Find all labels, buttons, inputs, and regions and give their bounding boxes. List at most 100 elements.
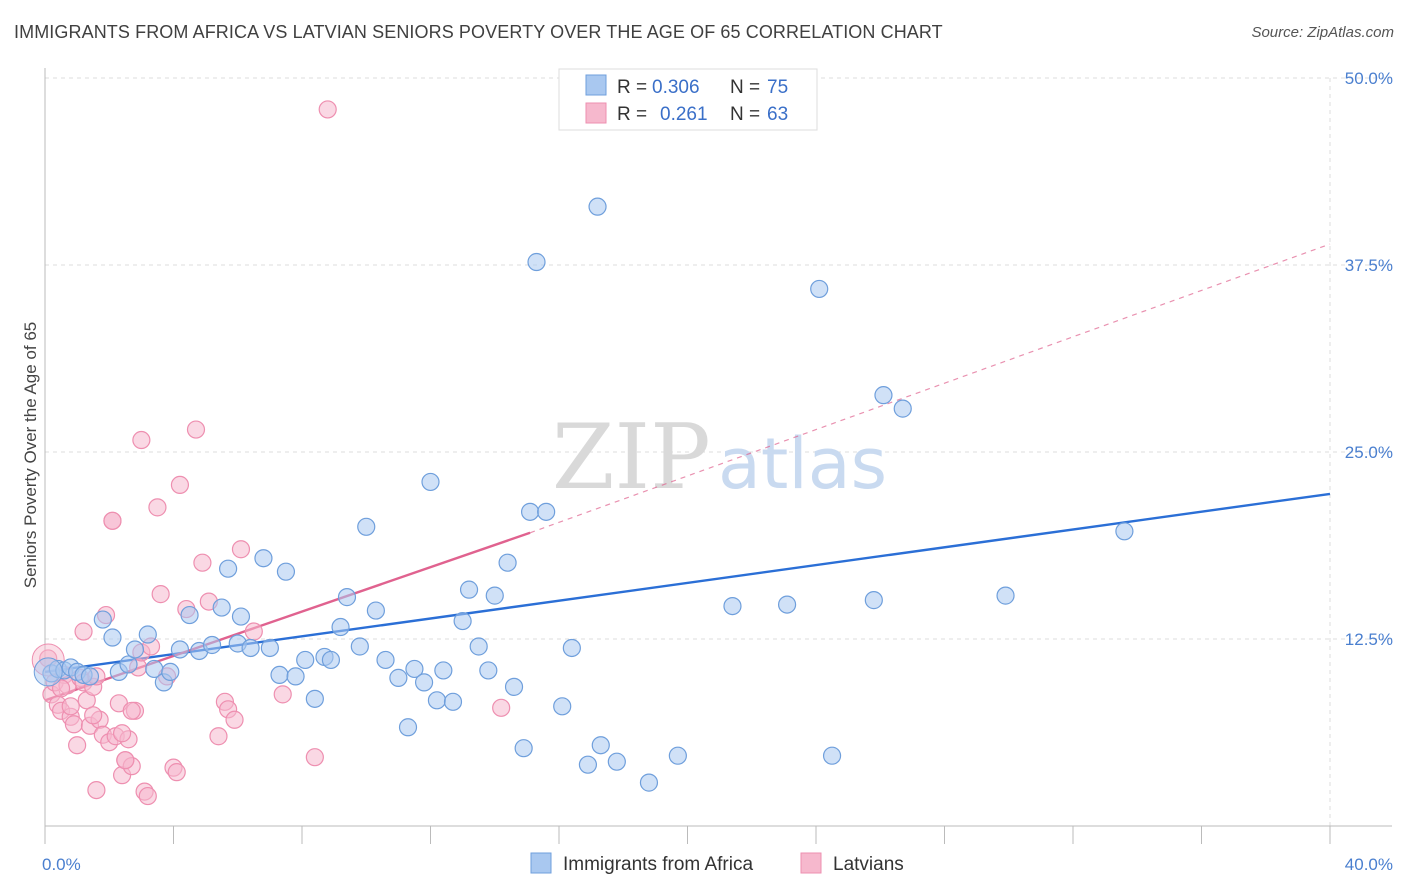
latvians-point-62 bbox=[112, 724, 132, 743]
latvians-point-47 bbox=[231, 540, 251, 559]
x-tick-labels: 0.0% 40.0% bbox=[42, 855, 1393, 874]
africa-point-40 bbox=[389, 668, 408, 687]
africa-point-50 bbox=[469, 637, 488, 656]
africa-point-72 bbox=[874, 386, 893, 405]
latvians-point-57 bbox=[74, 622, 93, 641]
africa-point-59 bbox=[553, 697, 572, 716]
africa-point-49 bbox=[459, 580, 479, 599]
africa-point-43 bbox=[414, 673, 434, 692]
africa-point-23 bbox=[231, 607, 251, 626]
africa-point-52 bbox=[485, 586, 504, 605]
africa-point-20 bbox=[212, 598, 231, 617]
legend-swatch-blue bbox=[585, 74, 607, 96]
legend-n-label-1: N = bbox=[730, 77, 760, 98]
africa-point-64 bbox=[607, 752, 626, 771]
africa-point-15 bbox=[161, 662, 180, 682]
bottom-legend-label-latvians: Latvians bbox=[833, 854, 904, 875]
source-credit: Source: ZipAtlas.com bbox=[1251, 24, 1394, 41]
africa-point-19 bbox=[202, 635, 222, 655]
africa-point-48 bbox=[453, 611, 472, 631]
latvians-point-56 bbox=[122, 701, 141, 720]
africa-point-42 bbox=[405, 659, 424, 679]
latvians-point-40 bbox=[186, 420, 206, 439]
bottom-legend-swatch-blue bbox=[530, 852, 552, 874]
watermark-atlas: atlas bbox=[718, 423, 887, 505]
africa-point-41 bbox=[398, 718, 418, 737]
latvians-point-38 bbox=[170, 475, 190, 495]
correlation-legend: R = 0.306 N = 75 R = 0.261 N = 63 bbox=[558, 68, 818, 131]
africa-point-75 bbox=[1115, 522, 1134, 541]
africa-point-30 bbox=[296, 650, 315, 670]
africa-point-12 bbox=[138, 625, 157, 644]
africa-point-57 bbox=[527, 252, 546, 272]
blue-trend-line bbox=[44, 492, 1331, 674]
africa-point-6 bbox=[80, 667, 100, 686]
latvians-point-49 bbox=[273, 685, 292, 704]
latvians-point-54 bbox=[116, 751, 135, 770]
y-tick-label-3: 50.0% bbox=[1345, 69, 1393, 88]
africa-point-44 bbox=[421, 472, 440, 492]
latvians-point-8 bbox=[64, 715, 84, 734]
legend-n-value-2: 63 bbox=[767, 104, 788, 125]
africa-point-26 bbox=[260, 638, 279, 658]
africa-point-37 bbox=[357, 517, 376, 536]
legend-r-label-1: R = bbox=[617, 77, 647, 98]
legend-swatch-pink bbox=[585, 102, 607, 124]
y-tick-label-1: 25.0% bbox=[1345, 443, 1393, 462]
africa-point-68 bbox=[777, 595, 797, 614]
series-legend: Immigrants from Africa Latvians bbox=[530, 852, 904, 875]
africa-point-10 bbox=[119, 655, 138, 674]
latvians-point-9 bbox=[68, 736, 87, 755]
africa-point-70 bbox=[822, 746, 842, 765]
y-tick-labels: 12.5% 25.0% 37.5% 50.0% bbox=[1345, 69, 1393, 649]
africa-point-56 bbox=[520, 502, 540, 521]
bottom-legend-label-africa: Immigrants from Africa bbox=[563, 854, 753, 875]
latvians-point-50 bbox=[305, 748, 324, 767]
africa-point-36 bbox=[350, 637, 369, 656]
africa-point-7 bbox=[93, 610, 112, 629]
latvians-point-43 bbox=[209, 727, 228, 746]
africa-point-73 bbox=[893, 399, 912, 418]
africa-point-61 bbox=[578, 755, 598, 774]
y-tick-label-2: 37.5% bbox=[1345, 256, 1393, 275]
africa-point-71 bbox=[864, 591, 883, 610]
latvians-point-34 bbox=[151, 585, 170, 604]
africa-cluster-point bbox=[33, 657, 63, 687]
africa-point-24 bbox=[241, 638, 260, 658]
legend-n-value-1: 75 bbox=[767, 77, 788, 98]
africa-point-16 bbox=[170, 640, 190, 659]
latvians-point-61 bbox=[61, 697, 80, 716]
latvians-point-52 bbox=[492, 698, 511, 717]
latvians-point-46 bbox=[225, 710, 244, 729]
watermark-zip: ZIP bbox=[552, 405, 711, 510]
africa-point-25 bbox=[254, 549, 273, 568]
latvians-point-48 bbox=[244, 622, 263, 641]
latvians-point-41 bbox=[193, 553, 212, 572]
africa-point-65 bbox=[639, 773, 659, 792]
legend-n-label-2: N = bbox=[730, 104, 760, 125]
africa-point-38 bbox=[366, 601, 385, 620]
bottom-legend-swatch-pink bbox=[800, 852, 822, 874]
x-tick-label-max: 40.0% bbox=[1345, 855, 1393, 874]
africa-point-55 bbox=[514, 739, 533, 758]
latvians-point-59 bbox=[51, 679, 71, 698]
y-axis-label: Seniors Poverty Over the Age of 65 bbox=[21, 322, 40, 588]
africa-point-39 bbox=[376, 650, 395, 670]
africa-point-58 bbox=[537, 502, 556, 521]
africa-point-69 bbox=[810, 279, 829, 299]
africa-point-74 bbox=[996, 586, 1015, 605]
latvians-point-51 bbox=[318, 100, 337, 119]
watermark: ZIP atlas bbox=[552, 405, 887, 510]
africa-point-28 bbox=[276, 562, 296, 581]
latvians-point-58 bbox=[132, 430, 151, 450]
latvians-point-53 bbox=[103, 511, 122, 530]
latvians-point-37 bbox=[167, 763, 186, 782]
legend-r-value-2: 0.261 bbox=[660, 104, 708, 125]
africa-point-47 bbox=[443, 692, 463, 711]
africa-point-53 bbox=[498, 553, 517, 572]
axes bbox=[44, 68, 1392, 844]
chart-title: IMMIGRANTS FROM AFRICA VS LATVIAN SENIOR… bbox=[14, 22, 943, 42]
latvians-point-31 bbox=[138, 786, 157, 806]
pink-trend-extension bbox=[529, 243, 1331, 534]
